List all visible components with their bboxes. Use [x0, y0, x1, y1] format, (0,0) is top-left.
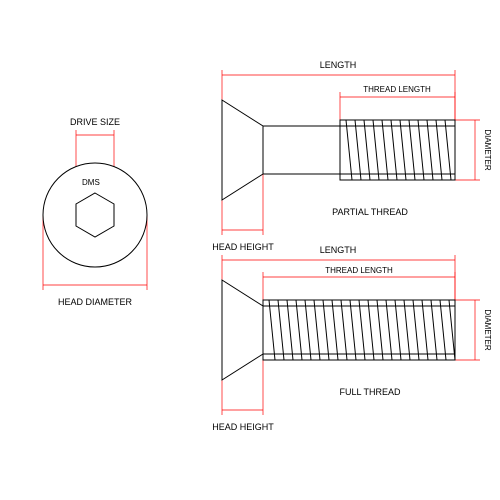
- pt-thread-length-label: THREAD LENGTH: [363, 85, 431, 94]
- pt-head-height-label: HEAD HEIGHT: [212, 242, 274, 252]
- ft-length-label: LENGTH: [320, 245, 357, 255]
- screw-diagram: DRIVE SIZE DMS HEAD DIAMETER: [0, 0, 500, 500]
- ft-head: [222, 280, 263, 380]
- ft-diameter-label: DIAMETER: [483, 309, 492, 351]
- ft-thread-length-label: THREAD LENGTH: [325, 266, 393, 275]
- pt-length-label: LENGTH: [320, 60, 357, 70]
- head-diameter-label: HEAD DIAMETER: [58, 297, 133, 307]
- dms-label: DMS: [82, 178, 100, 187]
- pt-thread-body: [340, 120, 455, 180]
- pt-head: [222, 100, 263, 200]
- head-front-view: [43, 130, 147, 290]
- pt-shank: [263, 126, 340, 174]
- partial-thread-label: PARTIAL THREAD: [332, 207, 408, 217]
- ft-head-height-label: HEAD HEIGHT: [212, 422, 274, 432]
- drive-size-label: DRIVE SIZE: [70, 117, 120, 127]
- full-thread-label: FULL THREAD: [339, 387, 401, 397]
- pt-diameter-label: DIAMETER: [483, 129, 492, 171]
